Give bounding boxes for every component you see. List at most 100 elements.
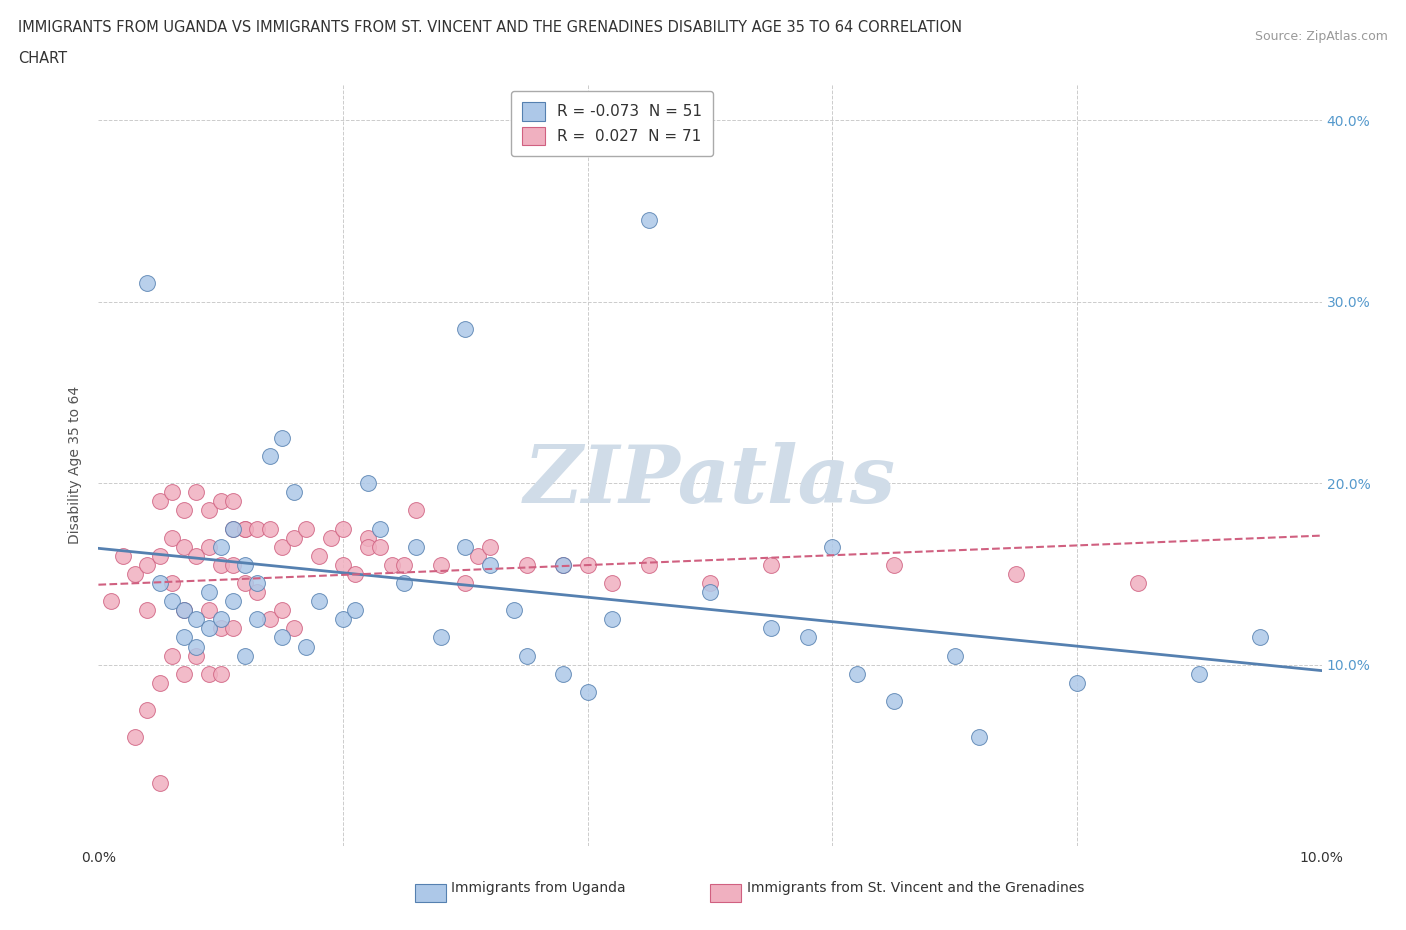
- Point: [1249, 630, 1271, 644]
- Point: [136, 703, 159, 718]
- Point: [845, 667, 868, 682]
- Point: [699, 576, 721, 591]
- Point: [295, 639, 318, 654]
- Point: [160, 593, 183, 608]
- Point: [270, 630, 292, 644]
- Point: [209, 494, 232, 509]
- Point: [136, 557, 159, 572]
- Point: [160, 485, 183, 499]
- Point: [576, 684, 599, 699]
- Point: [197, 539, 219, 554]
- Point: [124, 566, 146, 581]
- Point: [270, 603, 292, 618]
- Point: [246, 585, 269, 600]
- Point: [209, 612, 232, 627]
- Point: [124, 730, 146, 745]
- Point: [637, 212, 661, 227]
- Point: [149, 776, 172, 790]
- Point: [332, 612, 354, 627]
- Point: [381, 557, 404, 572]
- Point: [392, 557, 416, 572]
- Point: [222, 593, 245, 608]
- Point: [209, 539, 232, 554]
- Point: [600, 576, 623, 591]
- Y-axis label: Disability Age 35 to 64: Disability Age 35 to 64: [69, 386, 83, 544]
- Point: [222, 621, 245, 636]
- Point: [1188, 667, 1211, 682]
- Point: [478, 557, 501, 572]
- Point: [283, 485, 305, 499]
- Point: [160, 530, 183, 545]
- Point: [821, 539, 844, 554]
- Point: [454, 539, 477, 554]
- Point: [295, 521, 318, 536]
- Point: [1004, 566, 1026, 581]
- Point: [332, 557, 354, 572]
- Point: [186, 639, 208, 654]
- Point: [233, 648, 256, 663]
- Point: [356, 530, 378, 545]
- Point: [943, 648, 966, 663]
- Point: [467, 549, 489, 564]
- Point: [186, 485, 208, 499]
- Point: [553, 667, 575, 682]
- Point: [173, 630, 195, 644]
- Point: [759, 557, 782, 572]
- Point: [553, 557, 575, 572]
- Point: [209, 621, 232, 636]
- Point: [344, 603, 367, 618]
- Point: [967, 730, 990, 745]
- Point: [270, 539, 292, 554]
- Point: [149, 494, 172, 509]
- Point: [233, 557, 256, 572]
- Point: [883, 694, 905, 709]
- Point: [344, 566, 367, 581]
- Point: [209, 557, 232, 572]
- Point: [392, 576, 416, 591]
- Point: [430, 630, 453, 644]
- Point: [209, 667, 232, 682]
- Text: Immigrants from St. Vincent and the Grenadines: Immigrants from St. Vincent and the Gren…: [747, 881, 1084, 896]
- Point: [136, 276, 159, 291]
- Point: [797, 630, 820, 644]
- Point: [186, 549, 208, 564]
- Point: [1128, 576, 1150, 591]
- Point: [368, 521, 391, 536]
- Point: [1066, 675, 1088, 690]
- Point: [576, 557, 599, 572]
- Point: [160, 576, 183, 591]
- Point: [149, 675, 172, 690]
- Point: [111, 549, 134, 564]
- Point: [197, 585, 219, 600]
- Point: [186, 612, 208, 627]
- Point: [233, 521, 256, 536]
- Point: [222, 494, 245, 509]
- Point: [332, 521, 354, 536]
- Text: IMMIGRANTS FROM UGANDA VS IMMIGRANTS FROM ST. VINCENT AND THE GRENADINES DISABIL: IMMIGRANTS FROM UGANDA VS IMMIGRANTS FRO…: [18, 20, 962, 35]
- Point: [197, 667, 219, 682]
- Point: [100, 593, 122, 608]
- Point: [173, 603, 195, 618]
- Point: [246, 521, 269, 536]
- Point: [454, 576, 477, 591]
- Point: [637, 557, 661, 572]
- Point: [368, 539, 391, 554]
- Point: [173, 603, 195, 618]
- Text: CHART: CHART: [18, 51, 67, 66]
- Point: [308, 593, 330, 608]
- Point: [516, 648, 538, 663]
- Point: [160, 648, 183, 663]
- Point: [246, 612, 269, 627]
- Point: [405, 503, 427, 518]
- Point: [883, 557, 905, 572]
- Point: [259, 521, 281, 536]
- Text: ZIPatlas: ZIPatlas: [524, 442, 896, 519]
- Point: [173, 503, 195, 518]
- Point: [222, 521, 245, 536]
- Point: [454, 322, 477, 337]
- Point: [222, 521, 245, 536]
- Legend: R = -0.073  N = 51, R =  0.027  N = 71: R = -0.073 N = 51, R = 0.027 N = 71: [512, 91, 713, 156]
- Point: [197, 503, 219, 518]
- Point: [283, 621, 305, 636]
- Point: [259, 448, 281, 463]
